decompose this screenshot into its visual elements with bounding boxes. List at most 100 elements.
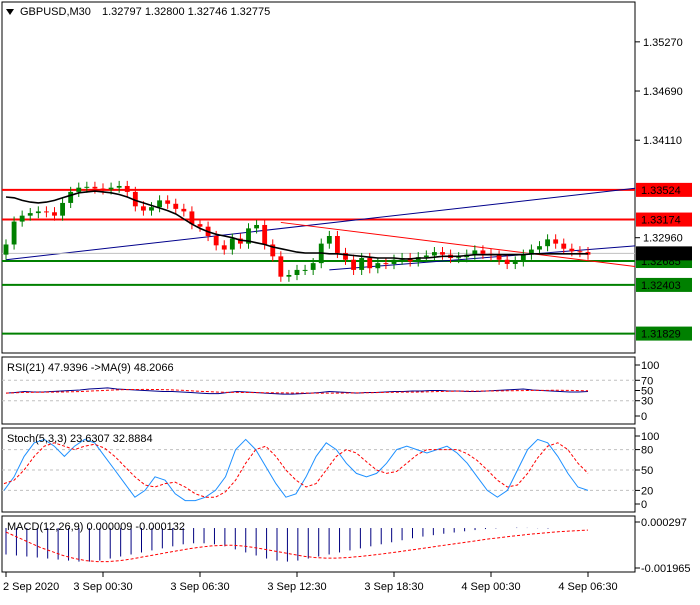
candle[interactable] (504, 259, 510, 264)
candle[interactable] (343, 252, 348, 260)
candle[interactable] (383, 263, 389, 265)
candle[interactable] (140, 206, 146, 211)
level-badge (636, 277, 692, 292)
candle[interactable] (561, 243, 567, 249)
candle[interactable] (124, 185, 130, 192)
candle[interactable] (157, 200, 163, 208)
candle[interactable] (310, 263, 316, 270)
price-panel (1, 1, 636, 354)
level-label: 1.33524 (641, 185, 681, 197)
rsi-tick-label: 70 (641, 375, 653, 387)
candle[interactable] (302, 269, 308, 271)
candle[interactable] (270, 244, 276, 257)
candle[interactable] (537, 246, 542, 250)
macd-panel (1, 515, 636, 573)
candle[interactable] (221, 245, 227, 250)
time-label: 4 Sep 06:30 (558, 581, 617, 593)
candle[interactable] (237, 238, 243, 244)
candle[interactable] (254, 224, 260, 229)
candle[interactable] (116, 185, 122, 188)
candle[interactable] (92, 186, 98, 189)
rsi-tick-label: 100 (641, 360, 659, 372)
candle[interactable] (68, 191, 74, 203)
candle[interactable] (480, 250, 486, 254)
candle[interactable] (11, 221, 17, 245)
candle[interactable] (367, 258, 373, 269)
candle[interactable] (351, 259, 357, 270)
candle[interactable] (213, 236, 219, 246)
candle[interactable] (512, 261, 518, 264)
level-badge (636, 326, 692, 341)
candle[interactable] (84, 186, 90, 188)
candle[interactable] (496, 255, 502, 260)
symbol-label: GBPUSD,M30 (20, 6, 91, 18)
quote-label: 1.32797 1.32800 1.32746 1.32775 (102, 6, 270, 18)
stoch-signal-line (3, 442, 589, 498)
candle[interactable] (577, 251, 583, 253)
candle[interactable] (375, 263, 381, 269)
price-tick-label: 1.32960 (643, 233, 683, 245)
candle[interactable] (407, 258, 413, 262)
candle[interactable] (553, 239, 559, 244)
candle[interactable] (19, 215, 25, 222)
candle[interactable] (569, 248, 575, 252)
macd-tick-label: -0.001965 (641, 563, 691, 575)
time-label: 3 Sep 18:30 (364, 581, 423, 593)
candle[interactable] (149, 207, 154, 211)
candle[interactable] (294, 269, 300, 275)
candle[interactable] (165, 200, 171, 204)
candle[interactable] (52, 212, 57, 216)
time-label: 3 Sep 12:30 (267, 581, 326, 593)
stoch-tick-label: 100 (641, 431, 659, 443)
candle[interactable] (334, 236, 340, 253)
candle[interactable] (100, 188, 106, 190)
candle[interactable] (181, 208, 187, 212)
collapse-triangle-icon[interactable] (6, 9, 14, 15)
candle[interactable] (189, 211, 195, 225)
candle[interactable] (60, 202, 66, 216)
price-tick-label: 1.34110 (643, 135, 682, 147)
candle[interactable] (359, 258, 365, 270)
candle[interactable] (197, 224, 203, 227)
trend-line[interactable] (280, 221, 636, 268)
candle[interactable] (456, 257, 462, 259)
current-price-badge (636, 246, 692, 261)
candle[interactable] (173, 203, 179, 209)
candle[interactable] (440, 252, 445, 255)
macd-tick-label: 0.000297 (641, 517, 687, 529)
stoch-tick-label: 20 (641, 485, 653, 497)
candle[interactable] (35, 211, 41, 214)
time-label: 3 Sep 00:30 (73, 581, 132, 593)
candle[interactable] (391, 259, 397, 264)
candle[interactable] (528, 249, 534, 255)
level-badge (636, 212, 692, 227)
candle[interactable] (262, 224, 268, 245)
candle[interactable] (27, 213, 33, 216)
rsi-tick-label: 0 (641, 411, 647, 423)
stoch-tick-label: 0 (641, 499, 647, 511)
candle[interactable] (326, 236, 332, 244)
candle[interactable] (76, 187, 82, 192)
time-label: 2 Sep 2020 (3, 581, 59, 593)
candle[interactable] (545, 239, 551, 247)
candle[interactable] (286, 275, 292, 277)
rsi-tick-label: 50 (641, 386, 653, 398)
candle[interactable] (415, 257, 421, 262)
stoch-tick-label: 80 (641, 445, 653, 457)
candle[interactable] (520, 254, 526, 262)
channel-line[interactable] (5, 187, 636, 261)
candle[interactable] (132, 191, 138, 207)
candle[interactable] (43, 211, 49, 213)
macd-signal-line (5, 529, 589, 563)
candle[interactable] (229, 238, 235, 250)
candle[interactable] (472, 250, 478, 255)
candle[interactable] (431, 252, 437, 256)
channel-line[interactable] (329, 245, 636, 271)
candle[interactable] (278, 256, 284, 277)
candle[interactable] (3, 244, 9, 255)
price-tick-label: 1.35270 (643, 37, 683, 49)
candle[interactable] (423, 255, 429, 258)
candle[interactable] (108, 187, 114, 190)
candle[interactable] (246, 228, 251, 244)
